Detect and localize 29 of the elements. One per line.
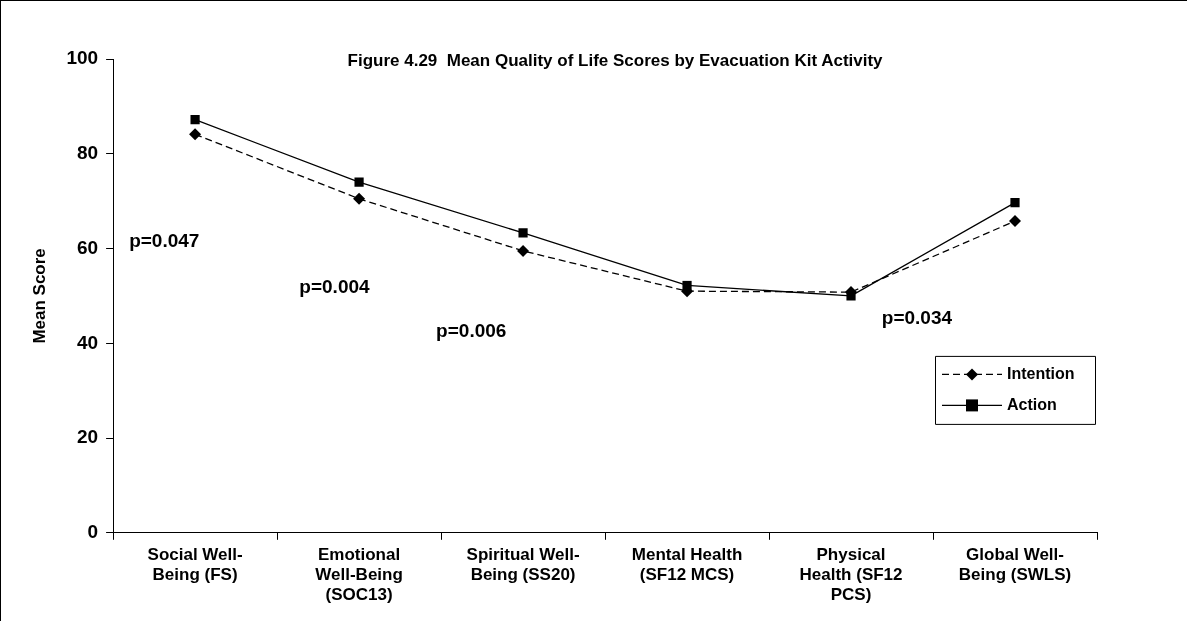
point [354,177,364,187]
y-tick-label: 0 [87,521,99,543]
y-tick-label: 60 [76,236,99,258]
point [353,192,366,205]
point [189,128,202,141]
point [682,280,692,291]
x-tick-label: Global Well-Being (SWLS) [958,544,1072,585]
y-tick-label: 40 [76,331,99,353]
y-tick-label: 80 [76,141,99,163]
point [190,115,200,125]
legend-label: Intention [1007,364,1075,382]
y-axis-title: Mean Score [29,248,49,344]
x-tick-label: Physical Health (SF12 PCS) [799,544,903,605]
point [1009,215,1022,228]
y-tick-label: 20 [76,426,99,448]
x-tick-label: Emotional Well-Being (SOC13) [315,544,403,605]
x-tick-label: Social Well-Being (FS) [147,544,243,585]
point [517,244,530,257]
annotation: p=0.004 [299,276,371,298]
chart-title: Figure 4.29 Mean Quality of Life Scores by Evacuation Kit Activity [347,50,884,70]
point [518,228,528,238]
x-tick-label: Spiritual Well-Being (SS20) [466,544,580,585]
point [1010,197,1020,208]
y-tick-label: 100 [66,47,99,69]
x-tick-label: Mental Health (SF12 MCS) [631,544,743,585]
annotation: p=0.006 [436,320,507,342]
annotation: p=0.034 [881,307,953,329]
legend-label: Action [1007,395,1057,413]
annotation: p=0.047 [129,229,200,251]
